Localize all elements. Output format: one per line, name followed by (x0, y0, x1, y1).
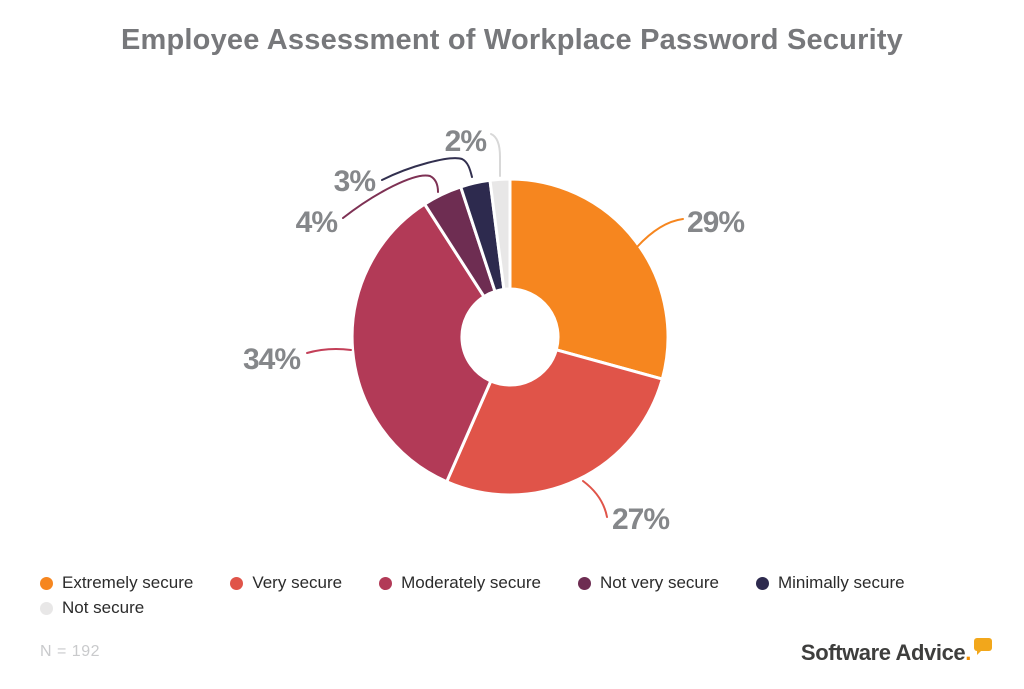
legend-dot (755, 576, 769, 590)
legend-item-minimally-secure: Minimally secure (755, 571, 905, 595)
legend-item-not-secure: Not secure (40, 596, 144, 620)
leader-line-moderately-secure (306, 348, 352, 354)
sample-size-note: N = 192 (40, 643, 100, 660)
percent-label-minimally-secure: 3% (334, 165, 376, 198)
legend-label: Not very secure (599, 573, 719, 592)
leader-line-very-secure (582, 480, 608, 518)
brand-period: . (965, 640, 971, 665)
legend-label: Moderately secure (401, 573, 541, 592)
brand-logo: Software Advice. (800, 638, 993, 666)
pie-slice-not-secure (488, 177, 512, 291)
legend-dot (40, 576, 53, 590)
pie-slice-very-secure (445, 348, 664, 497)
legend-dot (230, 576, 244, 590)
legend-item-not-very-secure: Not very secure (577, 571, 719, 595)
legend-item-very-secure: Very secure (230, 571, 342, 595)
legend-dot (40, 601, 53, 615)
legend-label: Minimally secure (777, 573, 905, 592)
pie-slice-moderately-secure (350, 202, 493, 484)
brand-name: Software Advice (800, 640, 966, 665)
chart-title: Employee Assessment of Workplace Passwor… (120, 24, 904, 56)
percent-label-extremely-secure: 29% (687, 206, 744, 239)
percent-label-moderately-secure: 34% (243, 343, 300, 376)
leader-line-not-secure (490, 133, 501, 177)
legend-item-moderately-secure: Moderately secure (379, 571, 541, 595)
legend-item-extremely-secure: Extremely secure (40, 571, 193, 595)
leader-line-not-very-secure (342, 174, 439, 219)
legend-label: Not secure (62, 598, 145, 617)
legend: Extremely secure Very secure Moderately se… (40, 571, 992, 620)
legend-label: Extremely secure (62, 573, 194, 592)
pie-slices (350, 177, 670, 497)
leader-line-minimally-secure (381, 157, 473, 181)
percent-labels: 29% 27% 34% 4% 3% 2% (243, 125, 745, 536)
legend-dot (379, 576, 393, 590)
legend-dot (577, 576, 591, 590)
pie-slice-extremely-secure (508, 177, 670, 381)
leader-lines (306, 133, 684, 518)
speech-bubble-icon (974, 638, 992, 655)
legend-label: Very secure (252, 573, 343, 592)
percent-label-not-very-secure: 4% (296, 206, 338, 239)
leader-line-extremely-secure (636, 218, 684, 248)
percent-label-very-secure: 27% (612, 503, 669, 536)
percent-label-not-secure: 2% (445, 125, 487, 158)
